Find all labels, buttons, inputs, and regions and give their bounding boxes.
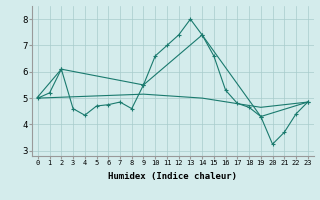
X-axis label: Humidex (Indice chaleur): Humidex (Indice chaleur) (108, 172, 237, 181)
